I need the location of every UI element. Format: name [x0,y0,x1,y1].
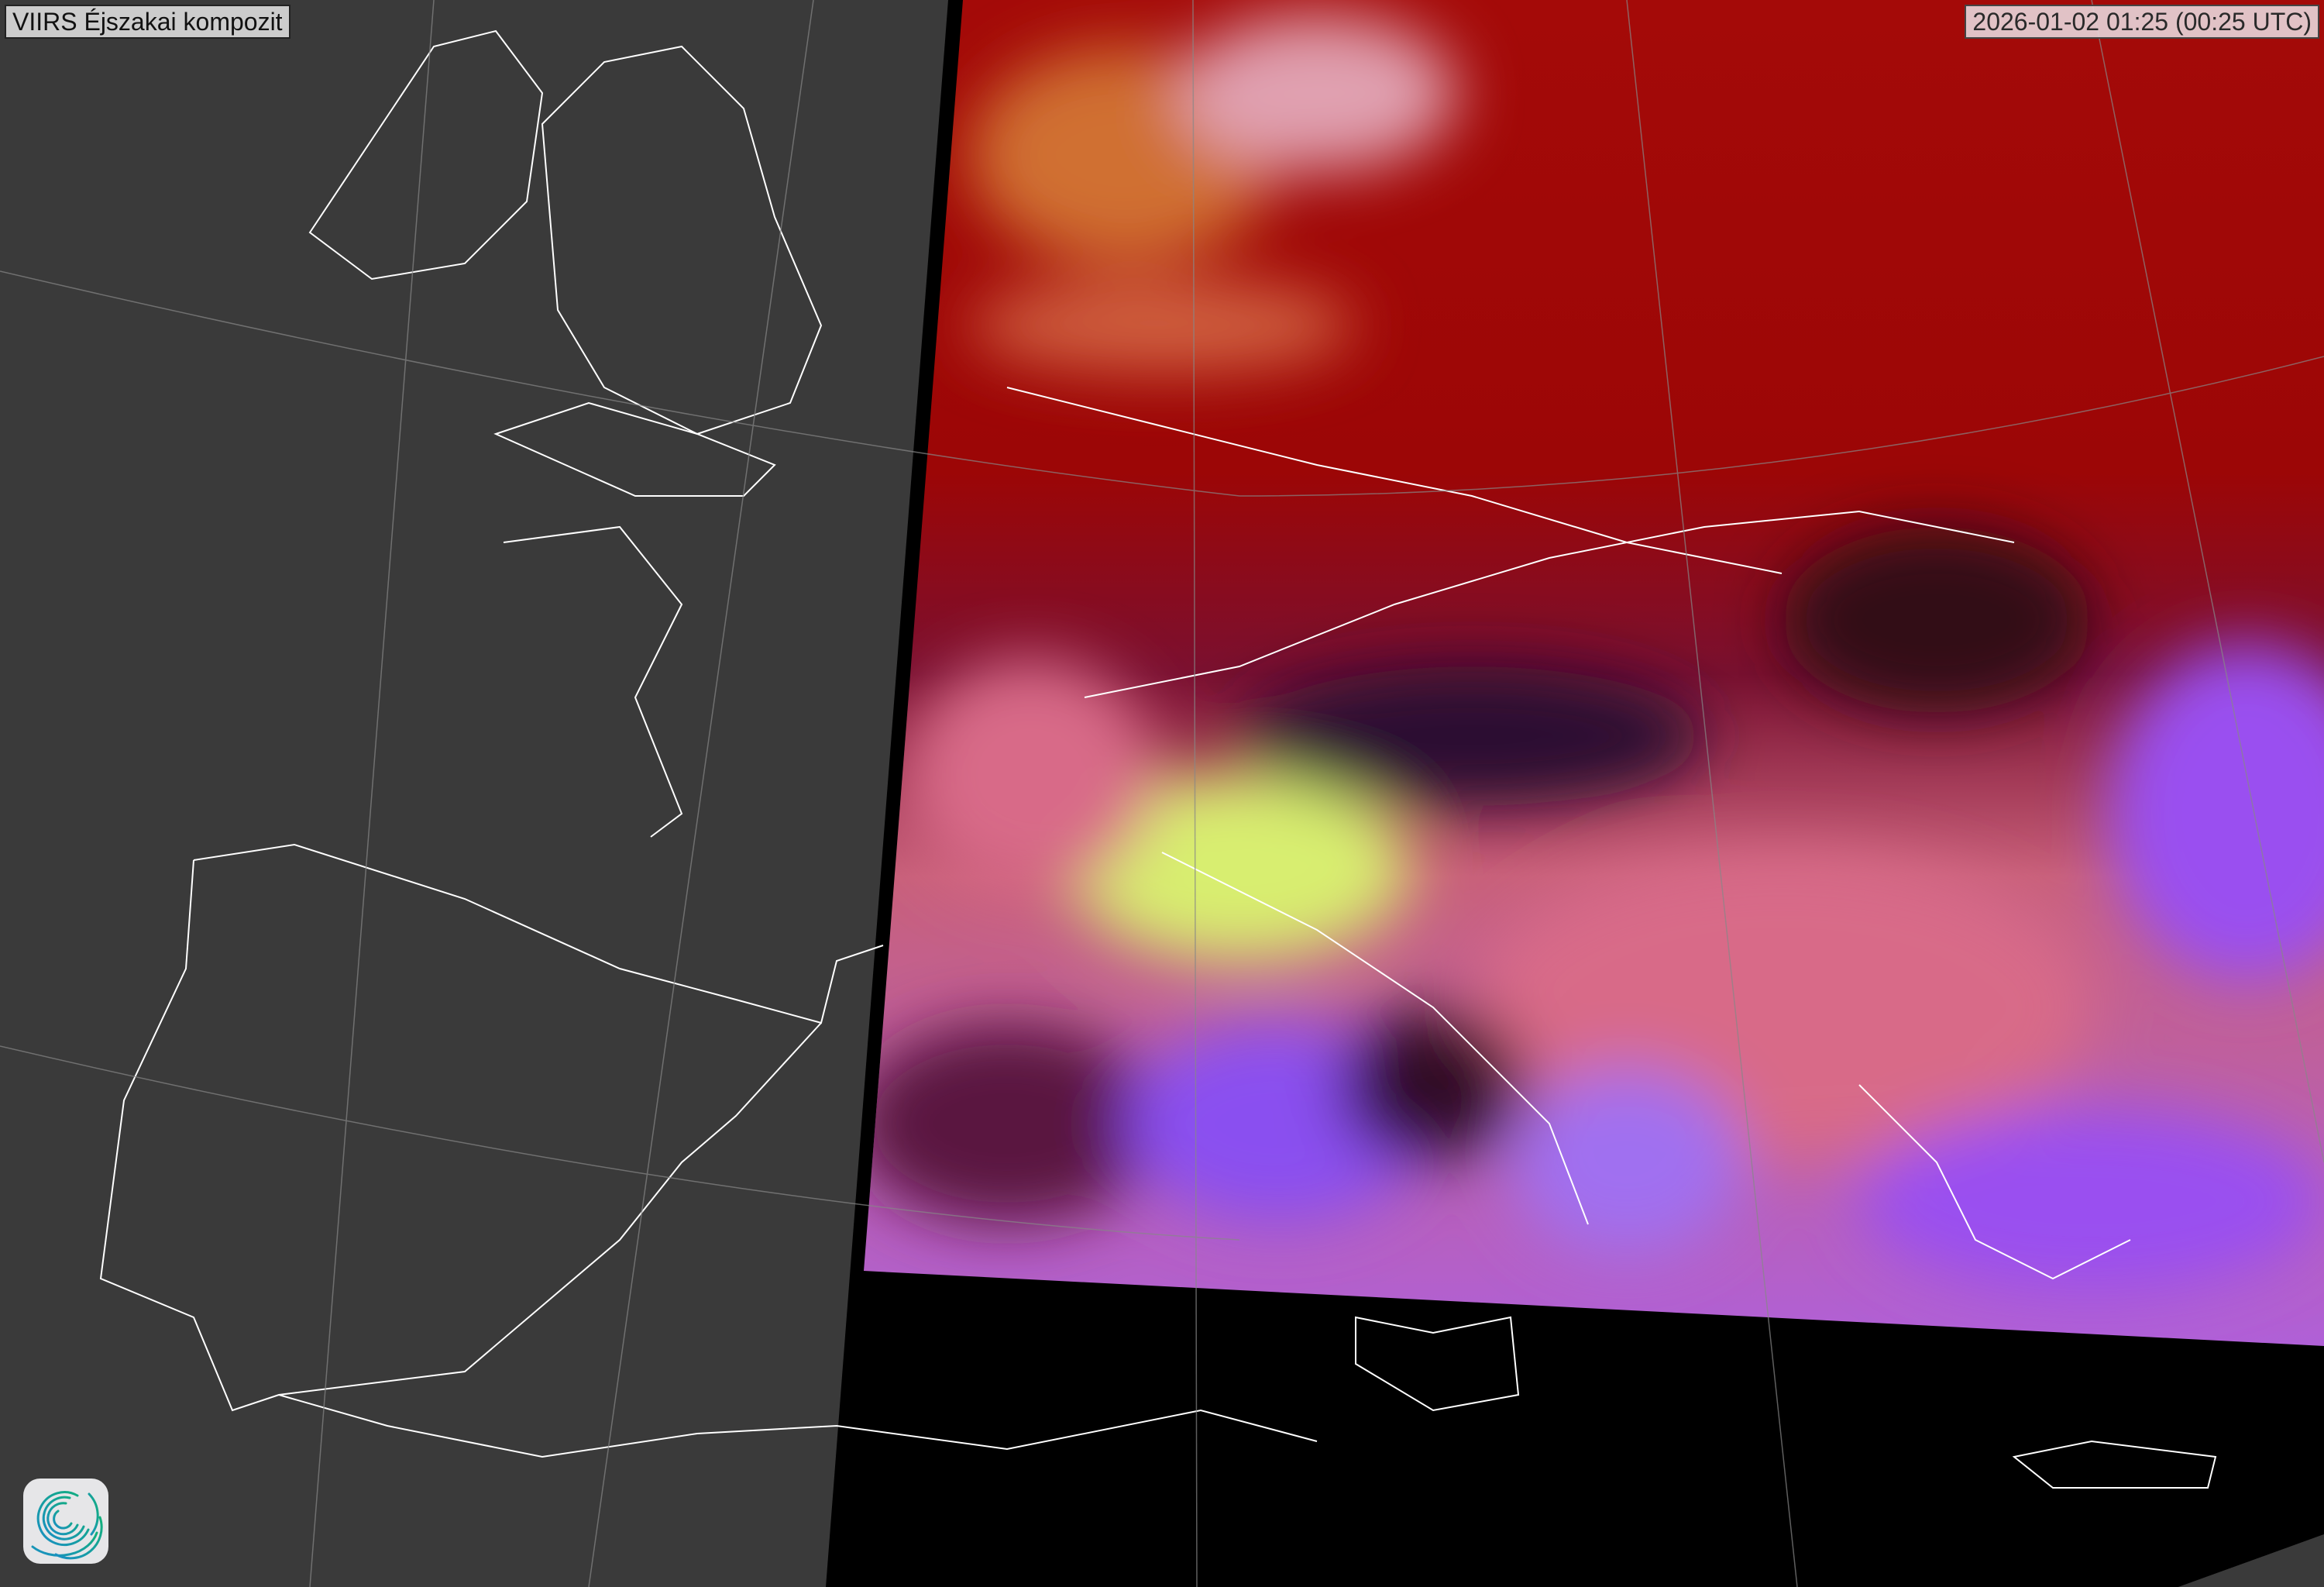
satellite-swath [864,0,2324,1346]
timestamp-label: 2026-01-02 01:25 (00:25 UTC) [1965,5,2319,39]
coastlines [99,29,2217,1489]
product-title: VIIRS Éjszakai kompozit [5,5,290,39]
spiral-logo-icon [23,1479,108,1564]
outside-grey-corner [2178,1534,2324,1587]
